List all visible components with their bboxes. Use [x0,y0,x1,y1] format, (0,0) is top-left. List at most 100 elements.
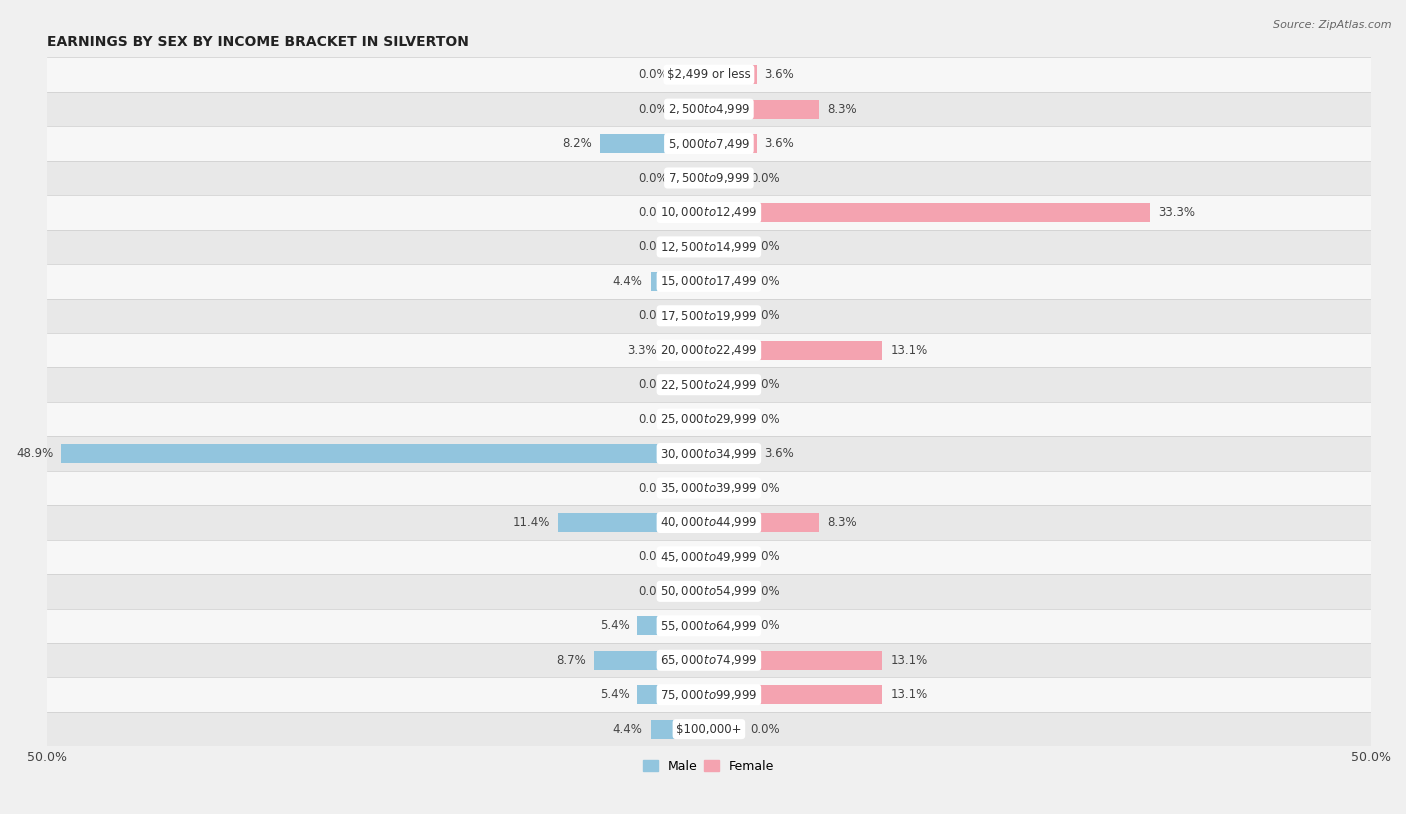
Bar [46,712,1371,746]
Text: $45,000 to $49,999: $45,000 to $49,999 [661,550,758,564]
Bar [46,470,1371,505]
Bar [46,333,1371,367]
Bar [676,238,709,256]
Bar [46,126,1371,161]
Text: 0.0%: 0.0% [638,309,668,322]
Text: $30,000 to $34,999: $30,000 to $34,999 [661,447,758,461]
Bar [46,92,1371,126]
Bar [676,203,709,222]
Bar [46,195,1371,230]
Text: 3.6%: 3.6% [765,137,794,150]
Text: 0.0%: 0.0% [638,172,668,185]
Text: 3.3%: 3.3% [627,344,657,357]
Text: $15,000 to $17,499: $15,000 to $17,499 [661,274,758,288]
Text: $2,500 to $4,999: $2,500 to $4,999 [668,102,751,116]
Text: $22,500 to $24,999: $22,500 to $24,999 [661,378,758,392]
Bar [46,264,1371,299]
Text: $20,000 to $22,499: $20,000 to $22,499 [661,344,758,357]
Text: $5,000 to $7,499: $5,000 to $7,499 [668,137,751,151]
Text: $40,000 to $44,999: $40,000 to $44,999 [661,515,758,529]
Bar [709,99,818,119]
Bar [709,650,883,670]
Bar [709,375,742,394]
Text: 0.0%: 0.0% [638,68,668,81]
Bar [46,299,1371,333]
Text: 0.0%: 0.0% [638,482,668,495]
Bar [46,505,1371,540]
Text: 0.0%: 0.0% [749,550,779,563]
Bar [46,436,1371,470]
Bar [709,134,756,153]
Text: $100,000+: $100,000+ [676,723,741,736]
Bar [665,341,709,360]
Bar [637,685,709,704]
Bar [46,230,1371,264]
Text: 0.0%: 0.0% [749,584,779,597]
Bar [709,513,818,532]
Text: $75,000 to $99,999: $75,000 to $99,999 [661,688,758,702]
Text: 0.0%: 0.0% [638,413,668,426]
Text: 0.0%: 0.0% [749,619,779,632]
Text: 0.0%: 0.0% [749,413,779,426]
Text: 0.0%: 0.0% [749,482,779,495]
Bar [46,367,1371,402]
Bar [709,479,742,497]
Text: 0.0%: 0.0% [749,240,779,253]
Text: 0.0%: 0.0% [749,379,779,392]
Text: $7,500 to $9,999: $7,500 to $9,999 [668,171,751,185]
Bar [709,685,883,704]
Bar [709,203,1150,222]
Bar [62,444,709,463]
Bar [709,272,742,291]
Text: 13.1%: 13.1% [890,344,928,357]
Text: 0.0%: 0.0% [638,584,668,597]
Text: 8.2%: 8.2% [562,137,592,150]
Bar [676,65,709,84]
Text: 48.9%: 48.9% [17,447,53,460]
Bar [676,548,709,567]
Text: $65,000 to $74,999: $65,000 to $74,999 [661,654,758,667]
Text: 0.0%: 0.0% [749,275,779,288]
Bar [676,479,709,497]
Text: 0.0%: 0.0% [749,723,779,736]
Bar [676,99,709,119]
Text: 8.7%: 8.7% [555,654,586,667]
Bar [709,444,756,463]
Text: 3.6%: 3.6% [765,447,794,460]
Text: 0.0%: 0.0% [749,309,779,322]
Text: 0.0%: 0.0% [638,103,668,116]
Bar [46,574,1371,609]
Bar [46,402,1371,436]
Bar [676,375,709,394]
Text: 0.0%: 0.0% [638,240,668,253]
Bar [709,409,742,429]
Bar [709,65,756,84]
Text: $12,500 to $14,999: $12,500 to $14,999 [661,240,758,254]
Legend: Male, Female: Male, Female [638,755,779,778]
Bar [676,582,709,601]
Text: 0.0%: 0.0% [638,379,668,392]
Bar [709,306,742,326]
Bar [46,677,1371,712]
Text: 3.6%: 3.6% [765,68,794,81]
Text: 0.0%: 0.0% [749,172,779,185]
Text: 13.1%: 13.1% [890,688,928,701]
Text: 0.0%: 0.0% [638,550,668,563]
Text: 8.3%: 8.3% [827,516,856,529]
Text: 0.0%: 0.0% [638,206,668,219]
Text: $35,000 to $39,999: $35,000 to $39,999 [661,481,758,495]
Text: 5.4%: 5.4% [600,619,630,632]
Text: EARNINGS BY SEX BY INCOME BRACKET IN SILVERTON: EARNINGS BY SEX BY INCOME BRACKET IN SIL… [46,35,468,50]
Text: $17,500 to $19,999: $17,500 to $19,999 [661,309,758,323]
Bar [709,548,742,567]
Bar [46,609,1371,643]
Bar [676,168,709,187]
Bar [709,720,742,738]
Bar [651,720,709,738]
Bar [637,616,709,635]
Bar [46,58,1371,92]
Text: 5.4%: 5.4% [600,688,630,701]
Bar [46,643,1371,677]
Bar [709,341,883,360]
Bar [600,134,709,153]
